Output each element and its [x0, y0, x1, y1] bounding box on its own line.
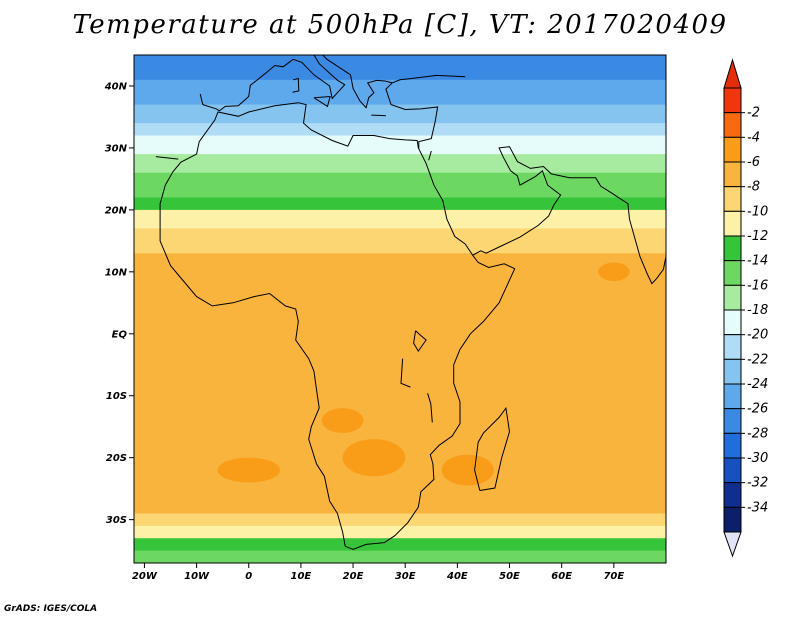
coastline-segment: [400, 358, 411, 388]
coastline-segment: [155, 156, 179, 160]
colorbar-swatch: [723, 408, 742, 434]
colorbar-swatch: [723, 161, 742, 188]
temperature-band: [134, 395, 666, 496]
colorbar-label: -6: [747, 155, 760, 170]
coastline-segment: [292, 77, 300, 93]
colorbar-label: -20: [747, 328, 768, 343]
y-tick-label: 30N: [105, 143, 128, 154]
x-tick-label: 0: [245, 571, 252, 582]
colorbar-swatch: [723, 309, 742, 336]
temperature-band: [134, 550, 666, 563]
warm-patch: [321, 408, 364, 433]
y-tick-label: 40N: [104, 81, 128, 92]
colorbar-bottom-arrow: [723, 531, 742, 558]
colorbar: -2 -4 -6 -8 -10 -12 -14 -16 -18 -20 -22 -24 -26 -28 -3…: [723, 58, 768, 558]
temperature-band: [134, 154, 666, 174]
colorbar-label: -26: [747, 402, 768, 417]
colorbar-swatch: [723, 235, 742, 262]
warm-patch: [598, 262, 630, 282]
coastline-segment: [428, 150, 432, 161]
y-tick-label: 10S: [106, 391, 127, 402]
colorbar-swatch: [723, 136, 742, 163]
y-tick-label: 20S: [106, 453, 127, 464]
temperature-band: [134, 513, 666, 527]
colorbar-label: -16: [747, 278, 768, 293]
colorbar-label: -28: [747, 426, 768, 441]
colorbar-swatch: [723, 358, 742, 385]
colorbar-label: -24: [747, 377, 768, 392]
coastline-segment: [427, 393, 433, 423]
temperature-band: [134, 123, 666, 137]
colorbar-label: -30: [747, 451, 768, 466]
x-tick-label: 40E: [446, 571, 468, 582]
warm-patch: [342, 439, 406, 477]
colorbar-swatch: [723, 482, 742, 508]
colorbar-swatch: [723, 457, 742, 484]
temperature-band: [134, 525, 666, 539]
colorbar-label: -32: [747, 476, 768, 491]
coastline-segment: [371, 114, 386, 117]
grads-credit: GrADS: IGES/COLA: [4, 604, 98, 614]
map-axes: 20W 10W 0 10E 20E 30E 40E 50E 60E 70E 40N 30N 20N 10N…: [104, 81, 625, 582]
coastline-segment: [413, 330, 427, 353]
x-tick-label: 10E: [291, 571, 312, 582]
x-tick-label: 20W: [132, 571, 158, 582]
warm-patch: [441, 454, 494, 486]
colorbar-swatch: [723, 210, 742, 237]
temperature-band: [134, 197, 666, 211]
y-tick-label: 20N: [105, 205, 128, 216]
colorbar-swatch: [723, 260, 742, 286]
colorbar-label: -22: [747, 352, 768, 367]
coastline-segment: [472, 146, 666, 285]
temperature-band: [134, 55, 666, 81]
coastline-outline: [155, 55, 666, 550]
x-tick-label: 50E: [499, 571, 520, 582]
temperature-band: [134, 104, 666, 124]
colorbar-swatch: [723, 284, 742, 311]
colorbar-swatch: [723, 334, 742, 360]
warm-patch: [217, 457, 281, 483]
x-tick-label: 70E: [603, 571, 624, 582]
x-tick-label: 60E: [551, 571, 572, 582]
colorbar-swatch: [723, 506, 742, 533]
colorbar-swatch: [723, 186, 742, 212]
colorbar-swatch: [723, 112, 742, 138]
temperature-band: [134, 79, 666, 106]
colorbar-label: -10: [747, 204, 768, 219]
temperature-band: [134, 209, 666, 229]
temperature-band: [134, 172, 666, 198]
y-tick-label: 10N: [105, 267, 128, 278]
temperature-band: [134, 135, 666, 155]
colorbar-label: -12: [747, 229, 768, 244]
colorbar-swatch: [723, 383, 742, 410]
colorbar-label: -2: [747, 106, 760, 121]
coastline-segment: [385, 74, 466, 149]
x-tick-label: 10W: [184, 571, 210, 582]
colorbar-swatch: [723, 432, 742, 459]
colorbar-label: -14: [747, 254, 768, 269]
temperature-band: [134, 494, 666, 514]
colorbar-label: -8: [747, 180, 760, 195]
coastline-segment: [199, 55, 393, 112]
colorbar-label: -4: [747, 130, 760, 145]
coastline-segment: [159, 102, 516, 550]
temperature-band: [134, 538, 666, 552]
y-tick-label: EQ: [112, 329, 128, 340]
x-tick-label: 20E: [343, 571, 364, 582]
temperature-band: [134, 253, 666, 397]
colorbar-top-arrow: [723, 58, 742, 89]
coastline-segment: [474, 406, 511, 491]
colorbar-label: -18: [747, 303, 768, 318]
chart-title: Temperature at 500hPa [C], VT: 201702040…: [72, 10, 728, 40]
colorbar-label: -34: [747, 500, 768, 515]
temperature-field: [134, 55, 666, 563]
plot-frame: [133, 54, 667, 564]
y-tick-label: 30S: [106, 515, 127, 526]
coastline-segment: [313, 95, 331, 108]
colorbar-swatch: [723, 87, 742, 114]
x-tick-label: 30E: [395, 571, 416, 582]
temperature-band: [134, 228, 666, 254]
